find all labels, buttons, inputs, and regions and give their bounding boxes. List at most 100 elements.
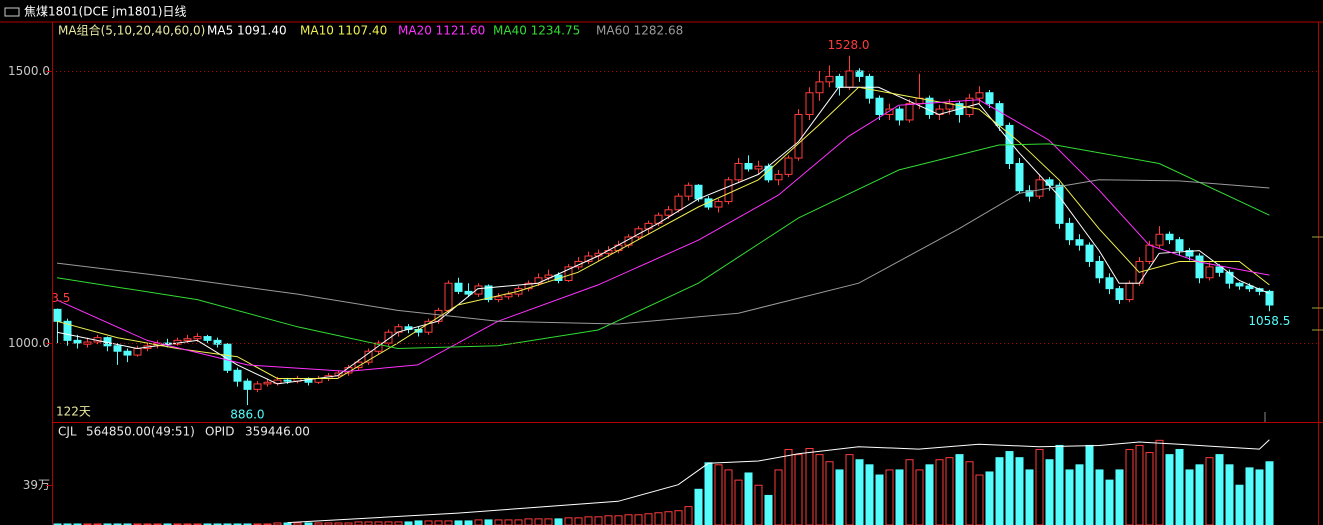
volume-bar	[1205, 457, 1214, 525]
extreme-label: 1528.0	[828, 38, 870, 52]
volume-bar	[825, 461, 834, 525]
extreme-label: 886.0	[230, 408, 264, 422]
candle-body	[213, 339, 222, 345]
candle-body	[364, 350, 373, 363]
extreme-label: 1058.5	[1248, 314, 1290, 328]
volume-bar	[714, 464, 723, 525]
ma-line	[56, 86, 1270, 379]
volume-bar	[734, 479, 743, 525]
candle-body	[1155, 233, 1164, 246]
candle-body	[464, 290, 473, 295]
candle-body	[825, 75, 834, 83]
candle-body	[644, 222, 653, 230]
volume-bar	[805, 448, 814, 525]
price-panel: 1528.0 886.0 1058.5 53.5	[53, 38, 1290, 422]
candle-body	[784, 157, 793, 175]
legend-entry: MA60 1282.68	[596, 24, 683, 38]
legend-entry: MA20 1121.60	[398, 24, 485, 38]
volume-bar	[544, 518, 553, 525]
candle-body	[1085, 244, 1094, 262]
volume-bar	[374, 521, 383, 525]
volume-bar	[744, 472, 753, 525]
volume-bar	[955, 454, 964, 525]
candle-body	[1105, 277, 1114, 290]
volume-bar	[1035, 449, 1044, 525]
candle-body	[474, 285, 483, 295]
volume-bar	[784, 449, 793, 525]
volume-bar	[1075, 464, 1084, 525]
candle-body	[83, 341, 92, 345]
candle-body	[1065, 222, 1074, 241]
volume-bar	[283, 522, 292, 525]
volume-title: CJL	[58, 425, 77, 439]
candle-body	[424, 320, 433, 333]
volume-bar	[424, 520, 433, 525]
candle-body	[494, 296, 503, 301]
candle-body	[734, 162, 743, 181]
volume-bar	[835, 469, 844, 525]
volume-bar	[1145, 452, 1154, 525]
candle-body	[925, 97, 934, 116]
volume-bar	[634, 514, 643, 525]
volume-bar	[273, 522, 282, 525]
ma-line	[56, 99, 1270, 372]
legend-entry: MA5 1091.40	[207, 24, 287, 38]
candle-body	[524, 282, 533, 290]
volume-bar	[845, 454, 854, 525]
candle-body	[354, 361, 363, 369]
volume-bar	[1185, 469, 1194, 525]
ma-line	[56, 86, 1270, 385]
volume-bar	[774, 469, 783, 525]
volume-bar	[1025, 469, 1034, 525]
volume-bar	[1115, 469, 1124, 525]
volume-bar	[885, 469, 894, 525]
candle-body	[815, 81, 824, 94]
candle-body	[684, 184, 693, 197]
candle-body	[193, 336, 202, 340]
volume-bar	[354, 521, 363, 525]
volume-bar	[594, 516, 603, 525]
candle-body	[985, 92, 994, 105]
candle-body	[444, 282, 453, 311]
candle-body	[845, 70, 854, 88]
candle-body	[1095, 260, 1104, 279]
candle-body	[1225, 271, 1234, 284]
candle-body	[885, 108, 894, 116]
volume-bar	[474, 519, 483, 525]
candle-body	[203, 336, 212, 341]
candle-body	[263, 381, 272, 385]
volume-bar	[724, 469, 733, 525]
volume-bar	[915, 469, 924, 525]
candle-body	[995, 103, 1004, 126]
volume-bar	[464, 520, 473, 525]
volume-bar	[815, 454, 824, 525]
volume-bar	[334, 522, 343, 525]
volume-bar	[1005, 451, 1014, 525]
candle-body	[694, 184, 703, 200]
volume-bar	[1175, 449, 1184, 525]
volume-bar	[344, 522, 353, 525]
candle-body	[875, 97, 884, 116]
candle-body	[183, 338, 192, 341]
candle-body	[454, 282, 463, 292]
volume-bar	[1055, 444, 1064, 525]
legend-entry: MA40 1234.75	[493, 24, 580, 38]
volume-bar	[304, 522, 313, 525]
candle-body	[273, 379, 282, 384]
volume-bar	[754, 484, 763, 525]
legend-entry: MA10 1107.40	[300, 24, 387, 38]
volume-bar	[855, 459, 864, 525]
volume-bar	[504, 519, 513, 525]
volume-bar	[404, 521, 413, 525]
volume-bar	[764, 494, 773, 525]
volume-bar	[514, 519, 523, 525]
candle-body	[1035, 179, 1044, 197]
volume-bar	[644, 513, 653, 525]
candle-body	[634, 228, 643, 238]
volume-bar	[865, 464, 874, 525]
volume-bar	[674, 510, 683, 525]
candle-body	[1255, 288, 1264, 292]
volume-bar	[895, 469, 904, 525]
